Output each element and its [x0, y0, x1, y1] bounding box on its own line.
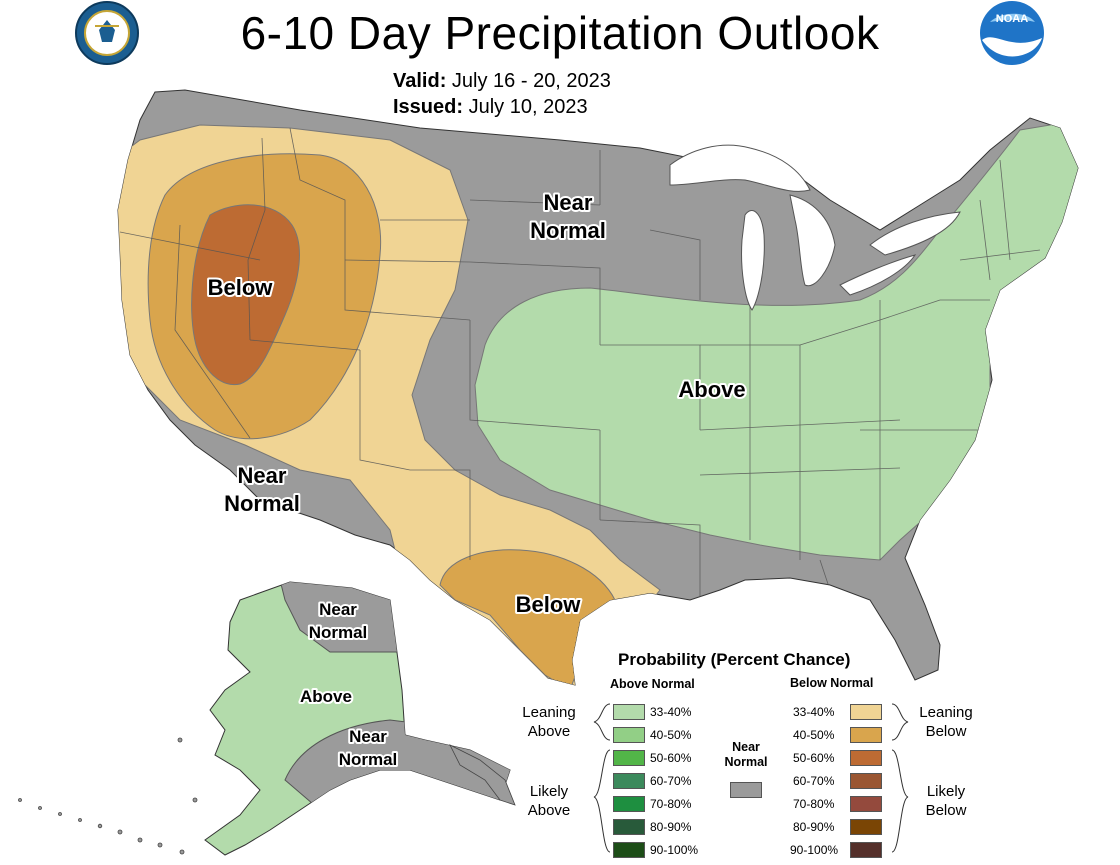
legend-near-normal-line2: Normal: [724, 755, 768, 769]
label-alaska-near-normal-south-line2: Normal: [339, 750, 398, 769]
below-bin-label: 50-60%: [793, 751, 835, 765]
legend-near-normal-label: Near Normal: [718, 740, 774, 770]
legend-leaning-above-line1: Leaning: [522, 704, 576, 721]
page-title: 6-10 Day Precipitation Outlook: [240, 7, 880, 59]
legend-likely-below: Likely Below: [910, 782, 982, 820]
legend-leaning-below-line1: Leaning: [919, 704, 973, 721]
state-borders: [119, 127, 1041, 600]
label-below-northwest: Below: [208, 275, 274, 300]
swatch-below-90-100: [850, 842, 882, 858]
swatch-below-80-90: [850, 819, 882, 835]
above-bin-label: 70-80%: [650, 797, 692, 811]
swatch-above-40-50: [613, 727, 645, 743]
label-near-normal-north-line2: Normal: [530, 218, 606, 243]
swatch-below-60-70: [850, 773, 882, 789]
legend-leaning-below-line2: Below: [925, 723, 967, 740]
legend-likely-above-line1: Likely: [529, 783, 569, 800]
issued-value: July 10, 2023: [468, 96, 588, 118]
legend-likely-below-line1: Likely: [926, 783, 966, 800]
swatch-near-normal: [730, 782, 762, 798]
label-alaska-near-normal-south-line1: Near: [349, 727, 387, 746]
above-bin-label: 90-100%: [650, 843, 699, 857]
legend-likely-above-line2: Above: [527, 802, 571, 819]
alaska-islands: [18, 737, 516, 855]
valid-label: Valid:: [393, 70, 447, 92]
valid-value: July 16 - 20, 2023: [451, 70, 611, 92]
below-50-60-region: [191, 204, 300, 386]
legend-title: Probability (Percent Chance): [618, 650, 851, 669]
legend-likely-above: Likely Above: [514, 782, 584, 820]
below-bin-label: 40-50%: [793, 728, 835, 742]
label-near-normal-north-line1: Near: [544, 190, 593, 215]
swatch-above-60-70: [613, 773, 645, 789]
label-alaska-above: Above: [300, 687, 352, 706]
below-bin-label: 33-40%: [793, 705, 835, 719]
legend-leaning-below: Leaning Below: [910, 703, 982, 741]
legend-leaning-above: Leaning Above: [514, 703, 584, 741]
below-bin-label: 90-100%: [790, 843, 839, 857]
below-bin-label: 70-80%: [793, 797, 835, 811]
issued-row: Issued: July 10, 2023: [393, 96, 588, 119]
issued-label: Issued:: [393, 96, 464, 118]
above-bin-label: 80-90%: [650, 820, 692, 834]
noaa-logo-text: NOAA: [996, 13, 1028, 25]
region-labels: Near Normal Below Above Near Normal Belo…: [206, 188, 748, 771]
below-bin-label: 80-90%: [793, 820, 835, 834]
swatch-above-80-90: [613, 819, 645, 835]
swatch-below-70-80: [850, 796, 882, 812]
above-bin-label: 60-70%: [650, 774, 692, 788]
legend-below-header: Below Normal: [790, 676, 874, 690]
swatch-below-40-50: [850, 727, 882, 743]
below-bin-label: 60-70%: [793, 774, 835, 788]
above-bin-label: 50-60%: [650, 751, 692, 765]
above-bin-label: 40-50%: [650, 728, 692, 742]
label-below-texas: Below: [516, 592, 582, 617]
legend-near-normal-line1: Near: [732, 740, 760, 754]
legend-right-brackets: [891, 703, 909, 853]
noaa-logo: NOAA: [980, 1, 1044, 65]
alaska-map: [18, 581, 516, 856]
legend-above-header: Above Normal: [610, 677, 695, 691]
label-alaska-near-normal-north-line1: Near: [319, 600, 357, 619]
swatch-above-50-60: [613, 750, 645, 766]
label-near-normal-southwest-line2: Normal: [224, 491, 300, 516]
swatch-below-50-60: [850, 750, 882, 766]
great-lakes: [669, 144, 961, 311]
valid-row: Valid: July 16 - 20, 2023: [393, 70, 611, 93]
swatch-above-70-80: [613, 796, 645, 812]
swatch-above-90-100: [613, 842, 645, 858]
commerce-seal-logo: [75, 1, 139, 65]
conus-map: [117, 89, 1079, 686]
swatch-below-33-40: [850, 704, 882, 720]
legend-leaning-above-line2: Above: [527, 723, 571, 740]
label-near-normal-southwest-line1: Near: [238, 463, 287, 488]
above-bin-label: 33-40%: [650, 705, 692, 719]
label-above-east: Above: [678, 377, 745, 402]
legend-likely-below-line2: Below: [925, 802, 967, 819]
legend-left-brackets: [593, 703, 611, 853]
swatch-above-33-40: [613, 704, 645, 720]
label-alaska-near-normal-north-line2: Normal: [309, 623, 368, 642]
